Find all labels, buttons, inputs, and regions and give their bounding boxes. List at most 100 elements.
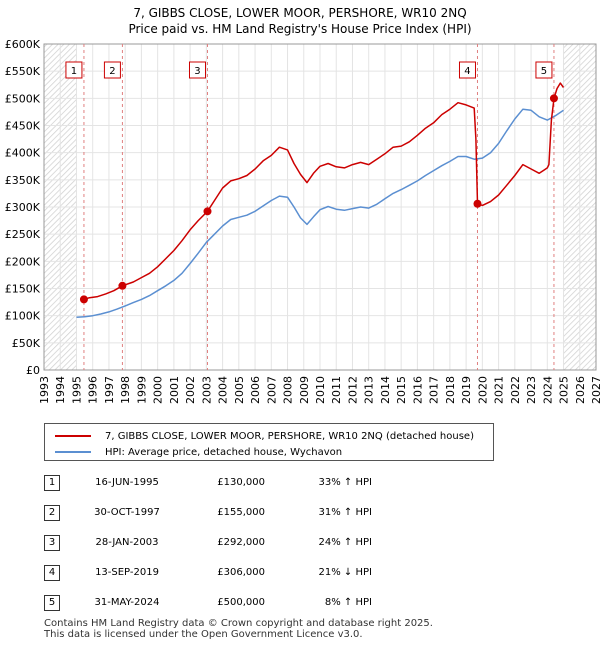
transaction-label-number: 2	[109, 66, 115, 77]
transaction-label-box	[458, 61, 476, 79]
x-tick-label: 2010	[314, 376, 327, 404]
transaction-hpi-change: 21% ↓ HPI	[318, 567, 372, 578]
plot-border	[43, 43, 597, 371]
transaction-label-box	[535, 61, 553, 79]
x-tick-label: 1995	[70, 376, 83, 404]
x-tick-label: 2017	[428, 376, 441, 404]
y-tick-label: £100K	[5, 310, 41, 323]
legend-label-hpi: HPI: Average price, detached house, Wych…	[105, 446, 343, 458]
transaction-point	[549, 94, 558, 103]
transaction-date: 28-JAN-2003	[95, 537, 159, 548]
transaction-label-box	[65, 61, 83, 79]
x-tick-label: 2011	[330, 376, 343, 404]
x-tick-label: 1998	[119, 376, 132, 404]
x-tick-label: 2007	[265, 376, 278, 404]
chart-subtitle: Price paid vs. HM Land Registry's House …	[128, 22, 471, 36]
y-tick-label: £550K	[5, 65, 41, 78]
transaction-date: 31-MAY-2024	[94, 597, 160, 608]
legend-item-property: 7, GIBBS CLOSE, LOWER MOOR, PERSHORE, WR…	[55, 429, 474, 443]
footer: Contains HM Land Registry data © Crown c…	[44, 618, 433, 640]
x-tick-label: 2023	[525, 376, 538, 404]
transaction-price: £292,000	[217, 537, 265, 548]
x-tick-label: 1997	[103, 376, 116, 404]
transaction-number: 1	[44, 475, 60, 491]
x-tick-label: 2027	[590, 376, 600, 404]
y-tick-label: £300K	[5, 201, 41, 214]
x-tick-label: 2024	[541, 376, 554, 404]
x-tick-label: 2006	[249, 376, 262, 404]
x-tick-label: 2002	[184, 376, 197, 404]
x-tick-label: 1994	[54, 376, 67, 404]
x-tick-label: 2012	[346, 376, 359, 404]
transaction-label-box	[188, 61, 206, 79]
transaction-row: 2 30-OCT-1997 £155,000 31% ↑ HPI	[0, 505, 600, 523]
transaction-point	[79, 295, 88, 304]
property-series-line	[83, 82, 565, 301]
transaction-label-number: 5	[541, 66, 547, 77]
legend: 7, GIBBS CLOSE, LOWER MOOR, PERSHORE, WR…	[44, 423, 494, 461]
x-tick-label: 2026	[574, 376, 587, 404]
transaction-price: £500,000	[217, 597, 265, 608]
x-tick-label: 2001	[168, 376, 181, 404]
y-tick-label: £400K	[5, 147, 41, 160]
y-tick-label: £200K	[5, 255, 41, 268]
y-tick-label: £250K	[5, 228, 41, 241]
x-tick-label: 1999	[135, 376, 148, 404]
x-tick-label: 1993	[38, 376, 51, 404]
y-tick-label: £500K	[5, 92, 41, 105]
transaction-point	[203, 207, 212, 216]
x-tick-label: 2004	[217, 376, 230, 404]
x-tick-label: 2019	[460, 376, 473, 404]
transaction-number: 2	[44, 505, 60, 521]
transaction-label-number: 1	[71, 66, 77, 77]
transaction-price: £155,000	[217, 507, 265, 518]
x-tick-label: 2018	[444, 376, 457, 404]
y-tick-label: £600K	[5, 38, 41, 51]
x-tick-label: 1996	[87, 376, 100, 404]
transaction-row: 1 16-JUN-1995 £130,000 33% ↑ HPI	[0, 475, 600, 493]
legend-label-property: 7, GIBBS CLOSE, LOWER MOOR, PERSHORE, WR…	[105, 430, 474, 442]
x-tick-label: 2025	[558, 376, 571, 404]
transaction-date: 13-SEP-2019	[95, 567, 159, 578]
hpi-series-line	[76, 108, 564, 319]
transaction-hpi-change: 8% ↑ HPI	[324, 597, 372, 608]
transaction-hpi-change: 33% ↑ HPI	[318, 477, 372, 488]
x-tick-label: 2009	[298, 376, 311, 404]
x-tick-label: 2008	[282, 376, 295, 404]
transaction-row: 4 13-SEP-2019 £306,000 21% ↓ HPI	[0, 565, 600, 583]
transaction-hpi-change: 31% ↑ HPI	[318, 507, 372, 518]
x-tick-label: 2003	[200, 376, 213, 404]
transaction-price: £130,000	[217, 477, 265, 488]
y-tick-label: £50K	[12, 337, 41, 350]
y-tick-label: £350K	[5, 174, 41, 187]
transaction-hpi-change: 24% ↑ HPI	[318, 537, 372, 548]
chart-area: 7, GIBBS CLOSE, LOWER MOOR, PERSHORE, WR…	[5, 6, 600, 404]
x-tick-label: 2014	[379, 376, 392, 404]
x-tick-label: 2016	[411, 376, 424, 404]
legend-swatch-property	[55, 435, 91, 437]
x-tick-label: 2005	[233, 376, 246, 404]
transaction-date: 16-JUN-1995	[95, 477, 159, 488]
y-tick-label: £450K	[5, 120, 41, 133]
x-tick-label: 2000	[152, 376, 165, 404]
transaction-price: £306,000	[217, 567, 265, 578]
footer-licence: This data is licensed under the Open Gov…	[44, 629, 363, 640]
transaction-label-box	[103, 61, 121, 79]
transaction-label-number: 3	[194, 66, 200, 77]
x-tick-label: 2021	[493, 376, 506, 404]
transaction-row: 3 28-JAN-2003 £292,000 24% ↑ HPI	[0, 535, 600, 553]
transaction-label-number: 4	[464, 66, 470, 77]
transaction-point	[118, 281, 127, 290]
chart-title: 7, GIBBS CLOSE, LOWER MOOR, PERSHORE, WR…	[133, 6, 466, 20]
y-tick-label: £0	[26, 364, 40, 377]
y-tick-label: £150K	[5, 283, 41, 296]
footer-copyright: Contains HM Land Registry data © Crown c…	[44, 618, 433, 629]
x-tick-label: 2013	[363, 376, 376, 404]
transaction-number: 4	[44, 565, 60, 581]
x-tick-label: 2015	[395, 376, 408, 404]
transaction-number: 5	[44, 595, 60, 611]
x-tick-label: 2020	[476, 376, 489, 404]
transaction-row: 5 31-MAY-2024 £500,000 8% ↑ HPI	[0, 595, 600, 613]
transaction-point	[473, 199, 482, 208]
transaction-number: 3	[44, 535, 60, 551]
